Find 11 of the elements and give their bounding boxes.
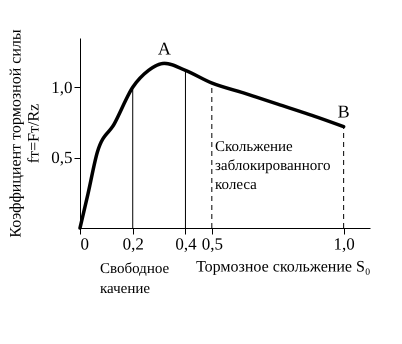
- text: Свободное качение: [100, 261, 170, 297]
- annotation: Скольжение заблокированного колеса: [215, 139, 331, 193]
- y-axis-title: Коэффициент тормозной силы fт=Fт/Rz: [7, 29, 42, 238]
- x-tick-label: 0,2: [122, 234, 144, 254]
- annotation: B: [338, 102, 350, 122]
- x-tick-label: 0,5: [202, 234, 223, 254]
- x-tick-label: 0,4: [175, 234, 198, 254]
- x-tick-label: 0: [80, 234, 89, 254]
- x-axis-title: Тормозное скольжение S₀: [196, 258, 370, 276]
- x-tick-label: 1,0: [334, 234, 355, 254]
- annotation: A: [158, 38, 171, 58]
